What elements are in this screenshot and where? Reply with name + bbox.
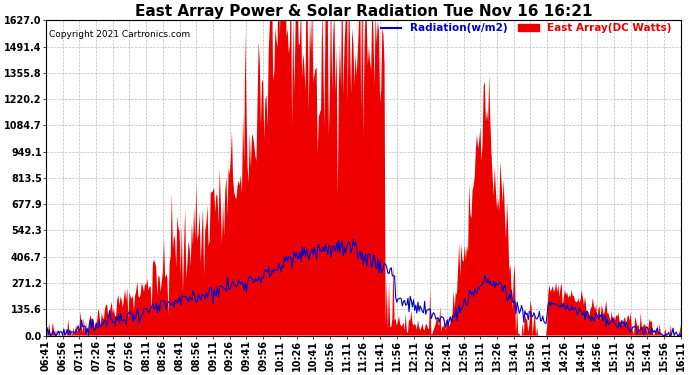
Title: East Array Power & Solar Radiation Tue Nov 16 16:21: East Array Power & Solar Radiation Tue N… xyxy=(135,4,592,19)
Text: Copyright 2021 Cartronics.com: Copyright 2021 Cartronics.com xyxy=(49,30,190,39)
Legend: Radiation(w/m2), East Array(DC Watts): Radiation(w/m2), East Array(DC Watts) xyxy=(377,19,676,38)
